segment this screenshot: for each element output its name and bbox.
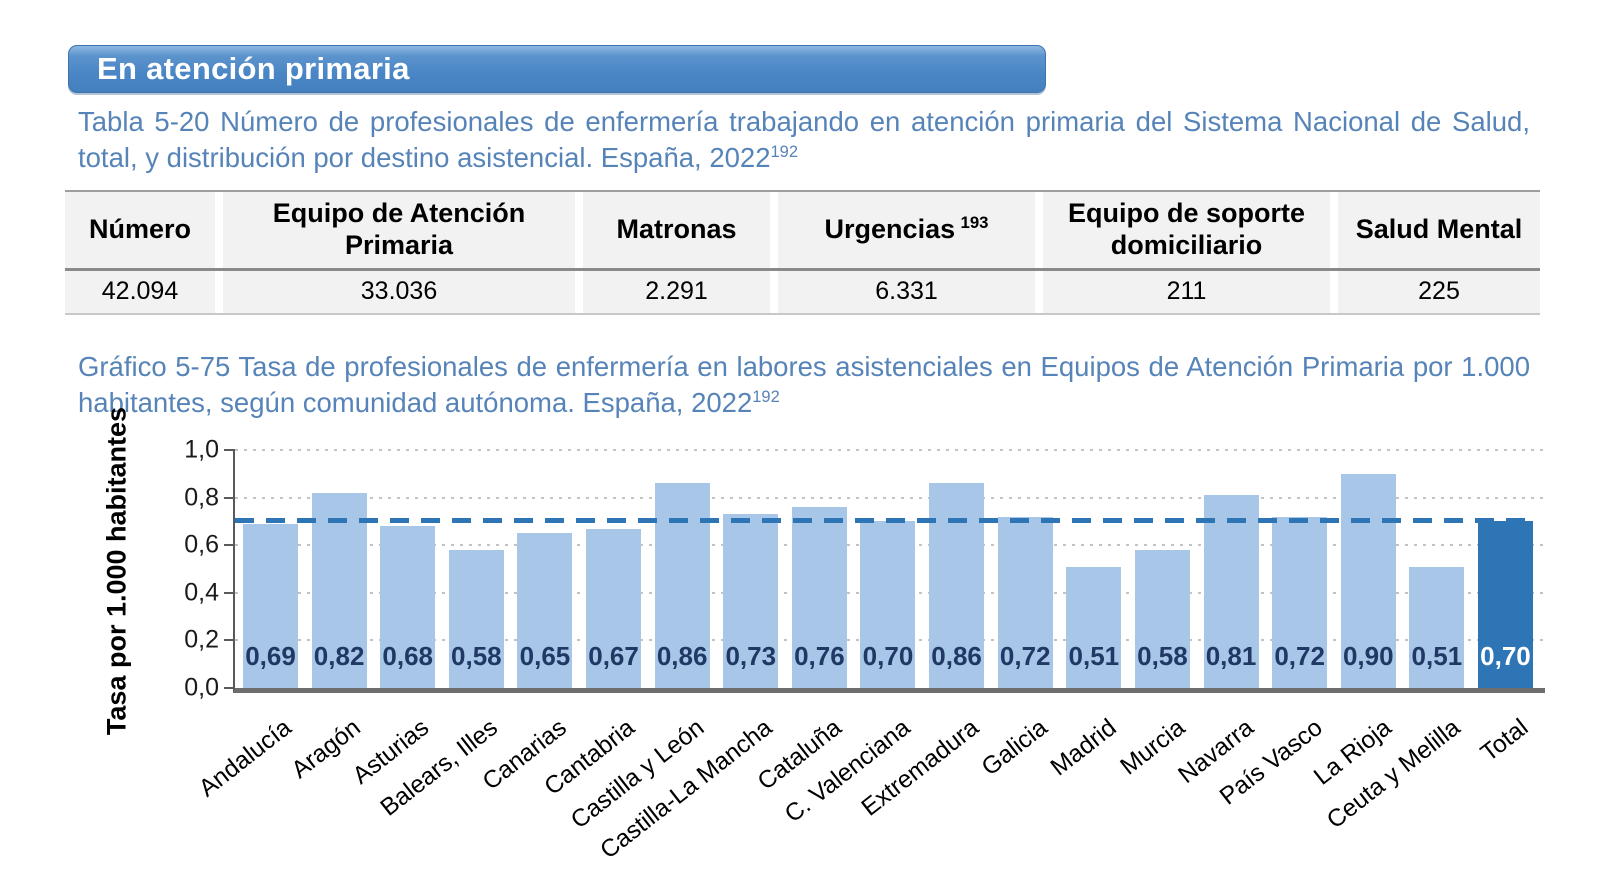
table-value-numero: 42.094 bbox=[65, 270, 215, 313]
bar-value-label: 0,72 bbox=[999, 641, 1051, 671]
bar-value-label: 0,58 bbox=[1137, 641, 1188, 671]
reference-line bbox=[235, 518, 1535, 524]
bar: 0,68 bbox=[380, 526, 436, 688]
y-axis-tick-mark bbox=[224, 591, 235, 594]
x-axis-label-slot: Galicia bbox=[977, 708, 1053, 878]
bar-value-label: 0,86 bbox=[656, 641, 708, 671]
y-axis-tick-mark bbox=[224, 687, 235, 689]
table-value-equipo-atencion-primaria: 33.036 bbox=[223, 270, 575, 313]
x-axis-label-slot: Murcia bbox=[1115, 708, 1190, 878]
x-axis-label-slot: Madrid bbox=[1046, 708, 1122, 878]
bar: 0,72 bbox=[1272, 516, 1328, 688]
x-axis-label: Galicia bbox=[976, 714, 1053, 782]
bar-value-label: 0,72 bbox=[1274, 641, 1325, 671]
bar-chart: Tasa por 1.000 habitantes 0,0 0,2 0,4 0,6 0,… bbox=[0, 407, 1600, 880]
y-axis-tick-mark bbox=[224, 449, 235, 451]
bar-value-label: 0,86 bbox=[931, 641, 982, 671]
section-banner-label: En atención primaria bbox=[97, 51, 410, 86]
bar-value-label: 0,81 bbox=[1205, 641, 1257, 671]
bar: 0,86 bbox=[929, 483, 985, 688]
bar: 0,90 bbox=[1340, 473, 1396, 688]
section-banner: En atención primaria bbox=[68, 45, 1046, 93]
bar: 0,73 bbox=[723, 514, 779, 688]
table-header-salud-mental: Salud Mental bbox=[1338, 192, 1540, 268]
y-axis-tick-label: 1,0 bbox=[184, 435, 219, 464]
bar: 0,67 bbox=[586, 528, 642, 688]
x-axis-label-slot: Ceuta y Melilla bbox=[1322, 708, 1465, 878]
table-header-urgencias: Urgencias 193 bbox=[778, 192, 1035, 268]
gridline bbox=[235, 449, 1545, 451]
bar-value-label: 0,69 bbox=[245, 641, 296, 671]
bar-value-label: 0,51 bbox=[1411, 641, 1463, 671]
bar-value-label: 0,68 bbox=[382, 641, 434, 671]
bar-value-label: 0,82 bbox=[313, 641, 365, 671]
y-axis-tick-label: 0,4 bbox=[184, 578, 219, 607]
table-header-numero: Número bbox=[65, 192, 215, 268]
bar-value-label: 0,76 bbox=[794, 641, 845, 671]
table-header-matronas: Matronas bbox=[583, 192, 770, 268]
chart-title: Gráfico 5-75 Tasa de profesionales de en… bbox=[78, 349, 1530, 422]
y-axis-tick-label: 0,2 bbox=[184, 625, 219, 654]
table-data-row: 42.094 33.036 2.291 6.331 211 225 bbox=[65, 270, 1540, 315]
bar: 0,65 bbox=[517, 533, 573, 688]
bar-value-label: 0,65 bbox=[519, 641, 571, 671]
bar: 0,70 bbox=[860, 521, 916, 688]
table-header-soporte-domiciliario: Equipo de soporte domiciliario bbox=[1043, 192, 1330, 268]
bar: 0,76 bbox=[791, 507, 847, 688]
y-axis-title: Tasa por 1.000 habitantes bbox=[101, 406, 132, 736]
bar: 0,58 bbox=[448, 549, 504, 688]
y-axis-tick-mark bbox=[224, 496, 235, 499]
x-axis-label-slot: Andalucía bbox=[194, 708, 297, 878]
table-value-urgencias: 6.331 bbox=[778, 270, 1035, 313]
y-axis-tick-label: 0,0 bbox=[184, 673, 219, 702]
table-title-footnote-ref: 192 bbox=[770, 143, 799, 162]
data-table: Número Equipo de Atención Primaria Matro… bbox=[65, 190, 1540, 315]
table-header-row: Número Equipo de Atención Primaria Matro… bbox=[65, 192, 1540, 271]
bar-value-label: 0,51 bbox=[1068, 641, 1120, 671]
table-value-matronas: 2.291 bbox=[583, 270, 770, 313]
y-axis-tick-mark bbox=[224, 544, 235, 547]
chart-title-footnote-ref: 192 bbox=[752, 388, 780, 407]
bar: 0,81 bbox=[1203, 495, 1259, 688]
bar-value-label: 0,58 bbox=[451, 641, 502, 671]
table-title-text: Tabla 5-20 Número de profesionales de en… bbox=[78, 106, 1530, 174]
bar-value-label: 0,90 bbox=[1342, 641, 1394, 671]
bar: 0,72 bbox=[997, 516, 1053, 688]
table-title: Tabla 5-20 Número de profesionales de en… bbox=[78, 104, 1530, 177]
bar: 0,51 bbox=[1409, 566, 1465, 688]
chart-title-text: Gráfico 5-75 Tasa de profesionales de en… bbox=[78, 351, 1530, 419]
x-axis-label-slot: País Vasco bbox=[1215, 708, 1328, 878]
x-axis-label-slot: Total bbox=[1476, 708, 1534, 878]
bar-value-label: 0,70 bbox=[862, 641, 914, 671]
y-axis-tick-mark bbox=[224, 639, 235, 642]
bar: 0,86 bbox=[654, 483, 710, 688]
table-value-soporte-domiciliario: 211 bbox=[1043, 270, 1330, 313]
bar: 0,58 bbox=[1134, 549, 1190, 688]
bar: 0,69 bbox=[243, 523, 298, 688]
urgencias-footnote-ref: 193 bbox=[960, 213, 989, 233]
plot-area: 0,0 0,2 0,4 0,6 0,8 1,0 0,69 0,82 0,68 0,58 0,65 0,… bbox=[184, 436, 1545, 702]
table-value-salud-mental: 225 bbox=[1338, 270, 1540, 313]
x-axis-label: Total bbox=[1476, 714, 1534, 768]
x-axis-label: Madrid bbox=[1045, 714, 1122, 782]
bars-layer: 0,69 0,82 0,68 0,58 0,65 0,67 0,86 0,73 0,76 0,70… bbox=[235, 450, 1545, 688]
x-axis-label: Andalucía bbox=[194, 714, 297, 803]
x-axis-label-slot: Extremadura bbox=[857, 708, 984, 878]
bar: 0,82 bbox=[311, 492, 367, 688]
bar-value-label: 0,73 bbox=[725, 641, 777, 671]
table-header-equipo-atencion-primaria: Equipo de Atención Primaria bbox=[223, 192, 575, 268]
bar-total: 0,70 bbox=[1477, 521, 1533, 688]
bar-value-label: 0,67 bbox=[588, 641, 639, 671]
y-axis-tick-label: 0,6 bbox=[184, 530, 219, 559]
gridline bbox=[235, 496, 1545, 499]
bar-value-label: 0,70 bbox=[1480, 641, 1531, 671]
bar: 0,51 bbox=[1066, 566, 1122, 688]
x-axis-labels: Andalucía Aragón Asturias Balears, Illes Can… bbox=[194, 708, 1545, 878]
y-axis-tick-label: 0,8 bbox=[184, 483, 219, 512]
x-axis-label-slot: Aragón bbox=[286, 708, 365, 878]
